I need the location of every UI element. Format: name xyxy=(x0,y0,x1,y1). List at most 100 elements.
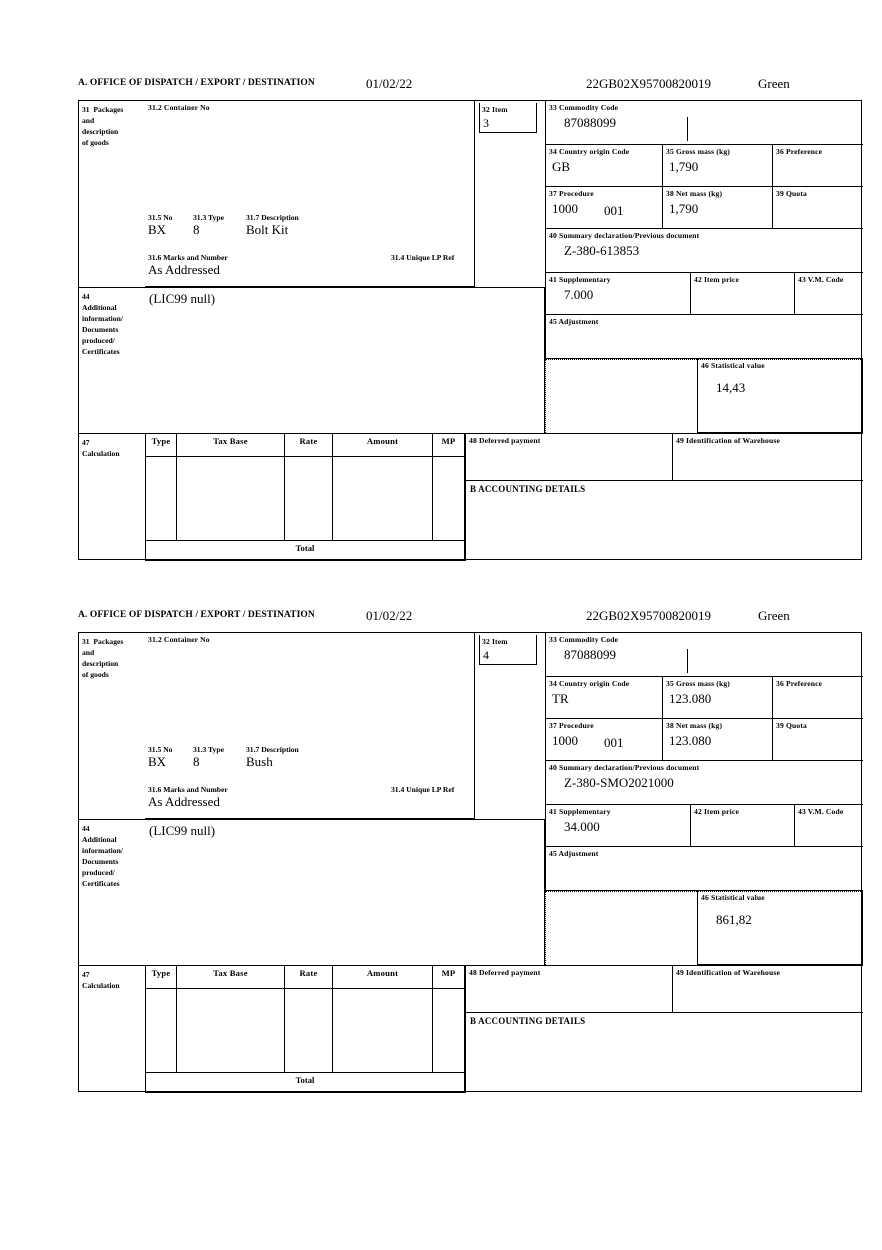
form-header: A. OFFICE OF DISPATCH / EXPORT / DESTINA… xyxy=(78,76,862,100)
box-49-label: 49 Identification of Warehouse xyxy=(676,968,780,977)
box-36-label: 36 Preference xyxy=(776,147,823,156)
declaration-date: 01/02/22 xyxy=(366,76,413,91)
box-48-label: 48 Deferred payment xyxy=(469,968,541,977)
calc-body-rate[interactable] xyxy=(285,989,333,1073)
box-40-value: Z-380-SMO2021000 xyxy=(564,774,674,790)
box-32-item-area: 32 Item 3 xyxy=(475,101,545,287)
box-32-item: 32 Item 4 xyxy=(479,635,537,665)
box-47-stub: 47 Calculation xyxy=(79,965,145,1093)
box-35-label: 35 Gross mass (kg) xyxy=(666,147,730,156)
box-42-value xyxy=(691,818,794,819)
box-48-deferred-payment: 48 Deferred payment xyxy=(465,965,673,1013)
box-49-identification-warehouse: 49 Identification of Warehouse xyxy=(673,433,863,481)
box-33-label: 33 Commodity Code xyxy=(549,103,619,112)
box-31-2-container-no-value xyxy=(145,646,474,648)
box-31-3-type-value: 8 xyxy=(193,754,200,769)
box-31-5-no-label: 31.5 No xyxy=(148,213,173,222)
box-39-quota: 39 Quota xyxy=(773,187,863,229)
calc-body-tax-base[interactable] xyxy=(177,457,285,541)
box-46-statistical-value: 46 Statistical value 861,82 xyxy=(697,891,863,965)
box-35-value: 123.080 xyxy=(669,690,712,706)
box-35-gross-mass: 35 Gross mass (kg) 1,790 xyxy=(663,145,773,187)
box-32-item: 32 Item 3 xyxy=(479,103,537,133)
box-39-label: 39 Quota xyxy=(776,189,807,198)
box-31-marks-line: 31.6 Marks and Number 31.4 Unique LP Ref… xyxy=(145,785,475,815)
box-37-procedure: 37 Procedure 1000 001 xyxy=(545,719,663,761)
box-46-label: 46 Statistical value xyxy=(701,361,765,370)
box-46-dotted-left xyxy=(545,891,546,965)
calc-col-amount-label: Amount xyxy=(366,968,399,978)
box-37-value-1: 1000 xyxy=(552,200,578,216)
box-48-label: 48 Deferred payment xyxy=(469,436,541,445)
calc-body-amount[interactable] xyxy=(333,457,433,541)
calc-body-mp[interactable] xyxy=(433,989,465,1073)
box-43-value xyxy=(795,818,863,819)
box-31-5-no-value: BX xyxy=(148,222,167,237)
box-41-label: 41 Supplementary xyxy=(549,275,611,284)
calc-body-type[interactable] xyxy=(145,989,177,1073)
calc-col-type-label: Type xyxy=(151,968,171,978)
declaration-grid: 31 Packages and description of goods 31.2 C… xyxy=(78,100,863,561)
box-31-4-lp-ref-label: 31.4 Unique LP Ref xyxy=(391,785,455,794)
box-34-value: GB xyxy=(552,158,571,174)
calc-body-tax-base[interactable] xyxy=(177,989,285,1073)
calc-total-row: Total xyxy=(145,541,465,561)
calc-body-type[interactable] xyxy=(145,457,177,541)
declaration-date: 01/02/22 xyxy=(366,608,413,623)
box-49-identification-warehouse: 49 Identification of Warehouse xyxy=(673,965,863,1013)
declaration-status-badge: Green xyxy=(758,76,790,91)
box-46-statistical-value: 46 Statistical value 14,43 xyxy=(697,359,863,433)
box-44-additional-information: (LIC99 null) xyxy=(145,819,545,965)
box-40-value: Z-380-613853 xyxy=(564,242,640,258)
box-49-value xyxy=(673,979,863,980)
box-35-value: 1,790 xyxy=(669,158,699,174)
calc-total-label: Total xyxy=(295,1075,315,1085)
box-31-2-container-no-label: 31.2 Container No xyxy=(148,635,210,644)
box-38-value: 123.080 xyxy=(669,732,712,748)
box-43-vm-code: 43 V.M. Code xyxy=(795,805,863,847)
box-47-label: 47 Calculation xyxy=(82,438,120,458)
box-44-stub: 44 Additional information/Documents produce… xyxy=(79,287,145,433)
box-31-packages: 31.2 Container No 31.5 No 31.3 Type 31.7… xyxy=(145,101,475,287)
box-31-7-description-value: Bolt Kit xyxy=(246,222,289,237)
box-43-value xyxy=(795,286,863,287)
box-37-value-2: 001 xyxy=(604,203,624,218)
box-31-7-description-label: 31.7 Description xyxy=(246,745,299,754)
box-44-label: 44 Additional information/Documents produce… xyxy=(82,824,123,888)
calc-body-rate[interactable] xyxy=(285,457,333,541)
calc-header-mp: MP xyxy=(433,433,465,457)
calc-body-mp[interactable] xyxy=(433,457,465,541)
box-36-value xyxy=(773,690,863,691)
box-39-value xyxy=(773,732,863,733)
box-31-label: 31 Packages and description of goods xyxy=(82,105,124,147)
calc-col-type-label: Type xyxy=(151,436,171,446)
declaration-form-item-3: A. OFFICE OF DISPATCH / EXPORT / DESTINA… xyxy=(78,76,863,561)
box-42-label: 42 Item price xyxy=(694,275,739,284)
declaration-status-badge: Green xyxy=(758,608,790,623)
box-31-label: 31 Packages and description of goods xyxy=(82,637,124,679)
calc-col-mp-label: MP xyxy=(441,968,456,978)
box-33-commodity-code: 33 Commodity Code 87088099 xyxy=(545,633,863,677)
calc-body-amount[interactable] xyxy=(333,989,433,1073)
box-31-stub: 31 Packages and description of goods xyxy=(79,633,145,819)
box-39-label: 39 Quota xyxy=(776,721,807,730)
box-40-summary-declaration: 40 Summary declaration/Previous document… xyxy=(545,761,863,805)
box-31-5-no-label: 31.5 No xyxy=(148,745,173,754)
box-b-accounting-details: B ACCOUNTING DETAILS xyxy=(465,1013,863,1093)
box-36-preference: 36 Preference xyxy=(773,677,863,719)
box-31-7-description-value: Bush xyxy=(246,754,273,769)
box-33-divider xyxy=(687,117,688,141)
box-37-label: 37 Procedure xyxy=(549,189,594,198)
calc-header-amount: Amount xyxy=(333,433,433,457)
box-46-value: 861,82 xyxy=(716,911,752,927)
box-31-5-no-value: BX xyxy=(148,754,167,769)
box-31-6-marks-label: 31.6 Marks and Number xyxy=(148,253,228,262)
box-37-label: 37 Procedure xyxy=(549,721,594,730)
office-of-dispatch-label: A. OFFICE OF DISPATCH / EXPORT / DESTINA… xyxy=(78,610,315,620)
calc-total-label: Total xyxy=(295,543,315,553)
box-31-3-type-label: 31.3 Type xyxy=(193,213,224,222)
box-40-label: 40 Summary declaration/Previous document xyxy=(549,231,700,240)
box-40-label: 40 Summary declaration/Previous document xyxy=(549,763,700,772)
box-48-value xyxy=(466,979,672,980)
